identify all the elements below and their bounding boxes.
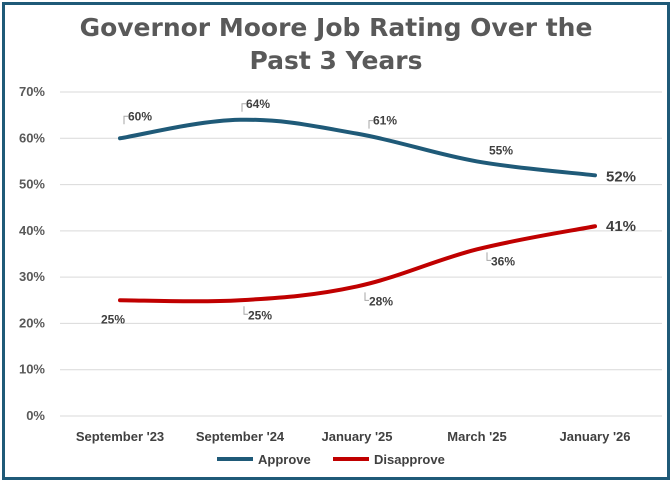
data-label-disapprove: 28% bbox=[369, 294, 393, 308]
data-label-disapprove: 41% bbox=[606, 218, 636, 235]
data-label-approve: 64% bbox=[246, 97, 270, 111]
x-tick-label: January '25 bbox=[321, 429, 392, 444]
line-chart: 0% 10% 20% 30% 40% 50% 60% 70% September '23 Sep… bbox=[19, 84, 662, 467]
series-line-approve bbox=[118, 117, 597, 178]
y-tick-label: 60% bbox=[19, 130, 45, 145]
x-tick-label: March '25 bbox=[447, 429, 506, 444]
data-label-leader bbox=[241, 103, 246, 112]
data-label-leader bbox=[243, 306, 248, 315]
data-label-approve: 52% bbox=[606, 168, 636, 185]
y-tick-label: 0% bbox=[26, 408, 45, 423]
x-tick-label: September '24 bbox=[196, 429, 285, 444]
chart-title-line-2: Past 3 Years bbox=[249, 46, 423, 75]
data-label-leader bbox=[368, 120, 373, 129]
chart-title-line-1: Governor Moore Job Rating Over the bbox=[79, 13, 593, 42]
data-label-approve: 55% bbox=[489, 143, 513, 157]
data-label-approve: 60% bbox=[128, 109, 152, 123]
y-tick-label: 70% bbox=[19, 84, 45, 99]
data-label-disapprove: 25% bbox=[248, 308, 272, 322]
data-label-leader bbox=[364, 292, 369, 301]
data-label-leader bbox=[486, 252, 491, 261]
y-tick-label: 10% bbox=[19, 362, 45, 377]
y-tick-label: 50% bbox=[19, 177, 45, 192]
chart-title: Governor Moore Job Rating Over the Past … bbox=[5, 11, 667, 77]
legend-disapprove-label: Disapprove bbox=[374, 452, 445, 467]
y-tick-label: 30% bbox=[19, 269, 45, 284]
data-label-disapprove: 25% bbox=[101, 312, 125, 326]
data-label-leader bbox=[123, 115, 128, 125]
y-tick-label: 40% bbox=[19, 223, 45, 238]
x-tick-label: September '23 bbox=[76, 429, 164, 444]
data-label-approve: 61% bbox=[373, 114, 397, 128]
series-line-disapprove bbox=[118, 224, 597, 304]
y-tick-label: 20% bbox=[19, 315, 45, 330]
legend-approve-label: Approve bbox=[258, 452, 311, 467]
x-tick-label: January '26 bbox=[559, 429, 630, 444]
data-label-disapprove: 36% bbox=[491, 254, 515, 268]
